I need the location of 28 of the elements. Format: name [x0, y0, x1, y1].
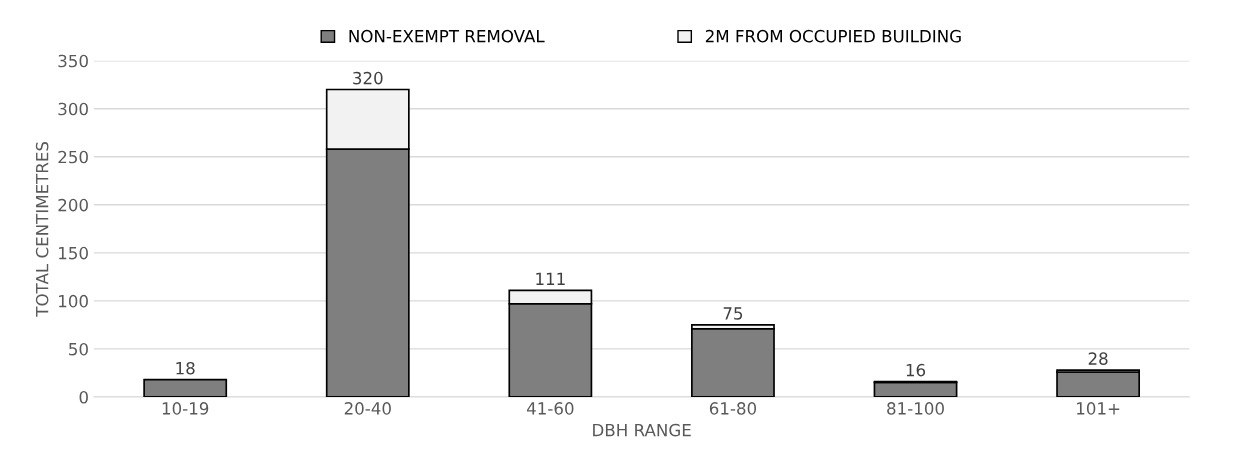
- x-tick-label: 20-40: [344, 402, 391, 415]
- bar: [1056, 371, 1141, 397]
- x-tick-label: 101+: [1077, 402, 1120, 415]
- total-label: 16: [906, 363, 926, 377]
- bar: [873, 381, 958, 397]
- y-tick-label: 100: [59, 294, 88, 308]
- x-axis-title: DBH RANGE: [593, 423, 691, 437]
- total-label: 18: [176, 361, 195, 375]
- y-tick-label: 50: [69, 342, 88, 356]
- total-label: 111: [536, 272, 565, 285]
- bar: [691, 327, 775, 397]
- bar: [143, 378, 228, 397]
- total-label: 28: [1088, 352, 1108, 365]
- legend-label: 2M FROM OCCUPIED BUILDING: [705, 29, 961, 43]
- y-axis-title: TOTAL CENTIMETRES: [35, 141, 49, 317]
- x-tick-label: 81-100: [887, 402, 944, 415]
- y-tick-label: 350: [58, 54, 88, 68]
- x-tick-label: 10-19: [162, 402, 209, 415]
- y-tick-label: 0: [79, 390, 88, 404]
- total-label: 320: [353, 71, 383, 85]
- x-tick-label: 41-60: [526, 402, 574, 415]
- y-tick-label: 150: [59, 246, 88, 260]
- legend-label: NON-EXEMPT REMOVAL: [349, 29, 545, 43]
- x-tick-label: 61-80: [709, 402, 757, 415]
- y-tick-label: 200: [58, 198, 88, 212]
- y-tick-label: 300: [58, 102, 88, 116]
- total-label: 75: [723, 307, 743, 320]
- y-tick-label: 250: [58, 150, 88, 164]
